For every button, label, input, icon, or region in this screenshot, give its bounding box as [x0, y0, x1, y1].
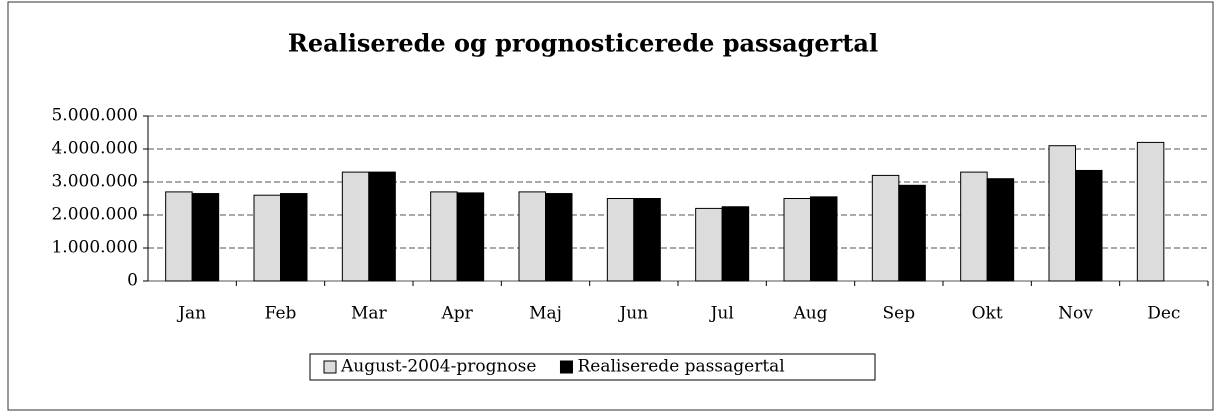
chart-frame [7, 1, 1214, 411]
x-tick-label: Apr [441, 304, 474, 324]
bar [280, 193, 308, 282]
bar [545, 193, 573, 282]
bar [430, 191, 458, 282]
bar [341, 171, 370, 282]
legend-swatch [323, 360, 337, 374]
bar [1048, 145, 1076, 282]
y-tick-label: 5.000.000 [51, 106, 138, 126]
x-tick-label: Dec [1147, 304, 1180, 324]
x-tick-label: Maj [529, 304, 562, 324]
bar [871, 174, 900, 282]
bar [606, 198, 635, 282]
x-tick-label: Mar [351, 304, 388, 324]
x-tick-label: Jan [176, 304, 206, 324]
legend-box [309, 353, 876, 381]
legend-label: August-2004-prognose [340, 357, 536, 377]
bar [1075, 169, 1103, 282]
chart-title: Realiserede og prognosticerede passagert… [288, 29, 878, 58]
bar [695, 207, 723, 282]
bar [1136, 141, 1165, 282]
y-tick-label: 3.000.000 [51, 172, 138, 192]
y-tick-label: 2.000.000 [51, 205, 138, 225]
x-tick-label: Aug [792, 304, 827, 324]
x-tick-label: Jun [617, 304, 648, 324]
bar [810, 196, 838, 282]
bar [898, 184, 926, 282]
x-tick-label: Nov [1058, 304, 1093, 324]
y-tick-label: 1.000.000 [51, 238, 138, 258]
x-tick-label: Jul [709, 304, 734, 324]
bar [191, 193, 220, 282]
bar [783, 198, 811, 282]
y-tick-label: 0 [127, 271, 138, 291]
bar [633, 198, 661, 282]
x-tick-label: Sep [883, 304, 916, 324]
bar [721, 206, 750, 282]
bar [165, 191, 193, 282]
bar [960, 171, 988, 282]
legend-swatch [559, 360, 573, 374]
bar [253, 194, 281, 282]
x-tick-label: Feb [265, 304, 297, 324]
bar [986, 178, 1015, 282]
bar [456, 192, 485, 282]
y-tick-label: 4.000.000 [51, 139, 138, 159]
bar [368, 171, 396, 282]
x-tick-label: Okt [972, 304, 1003, 324]
legend-label: Realiserede passagertal [577, 357, 784, 377]
bar [518, 191, 546, 282]
